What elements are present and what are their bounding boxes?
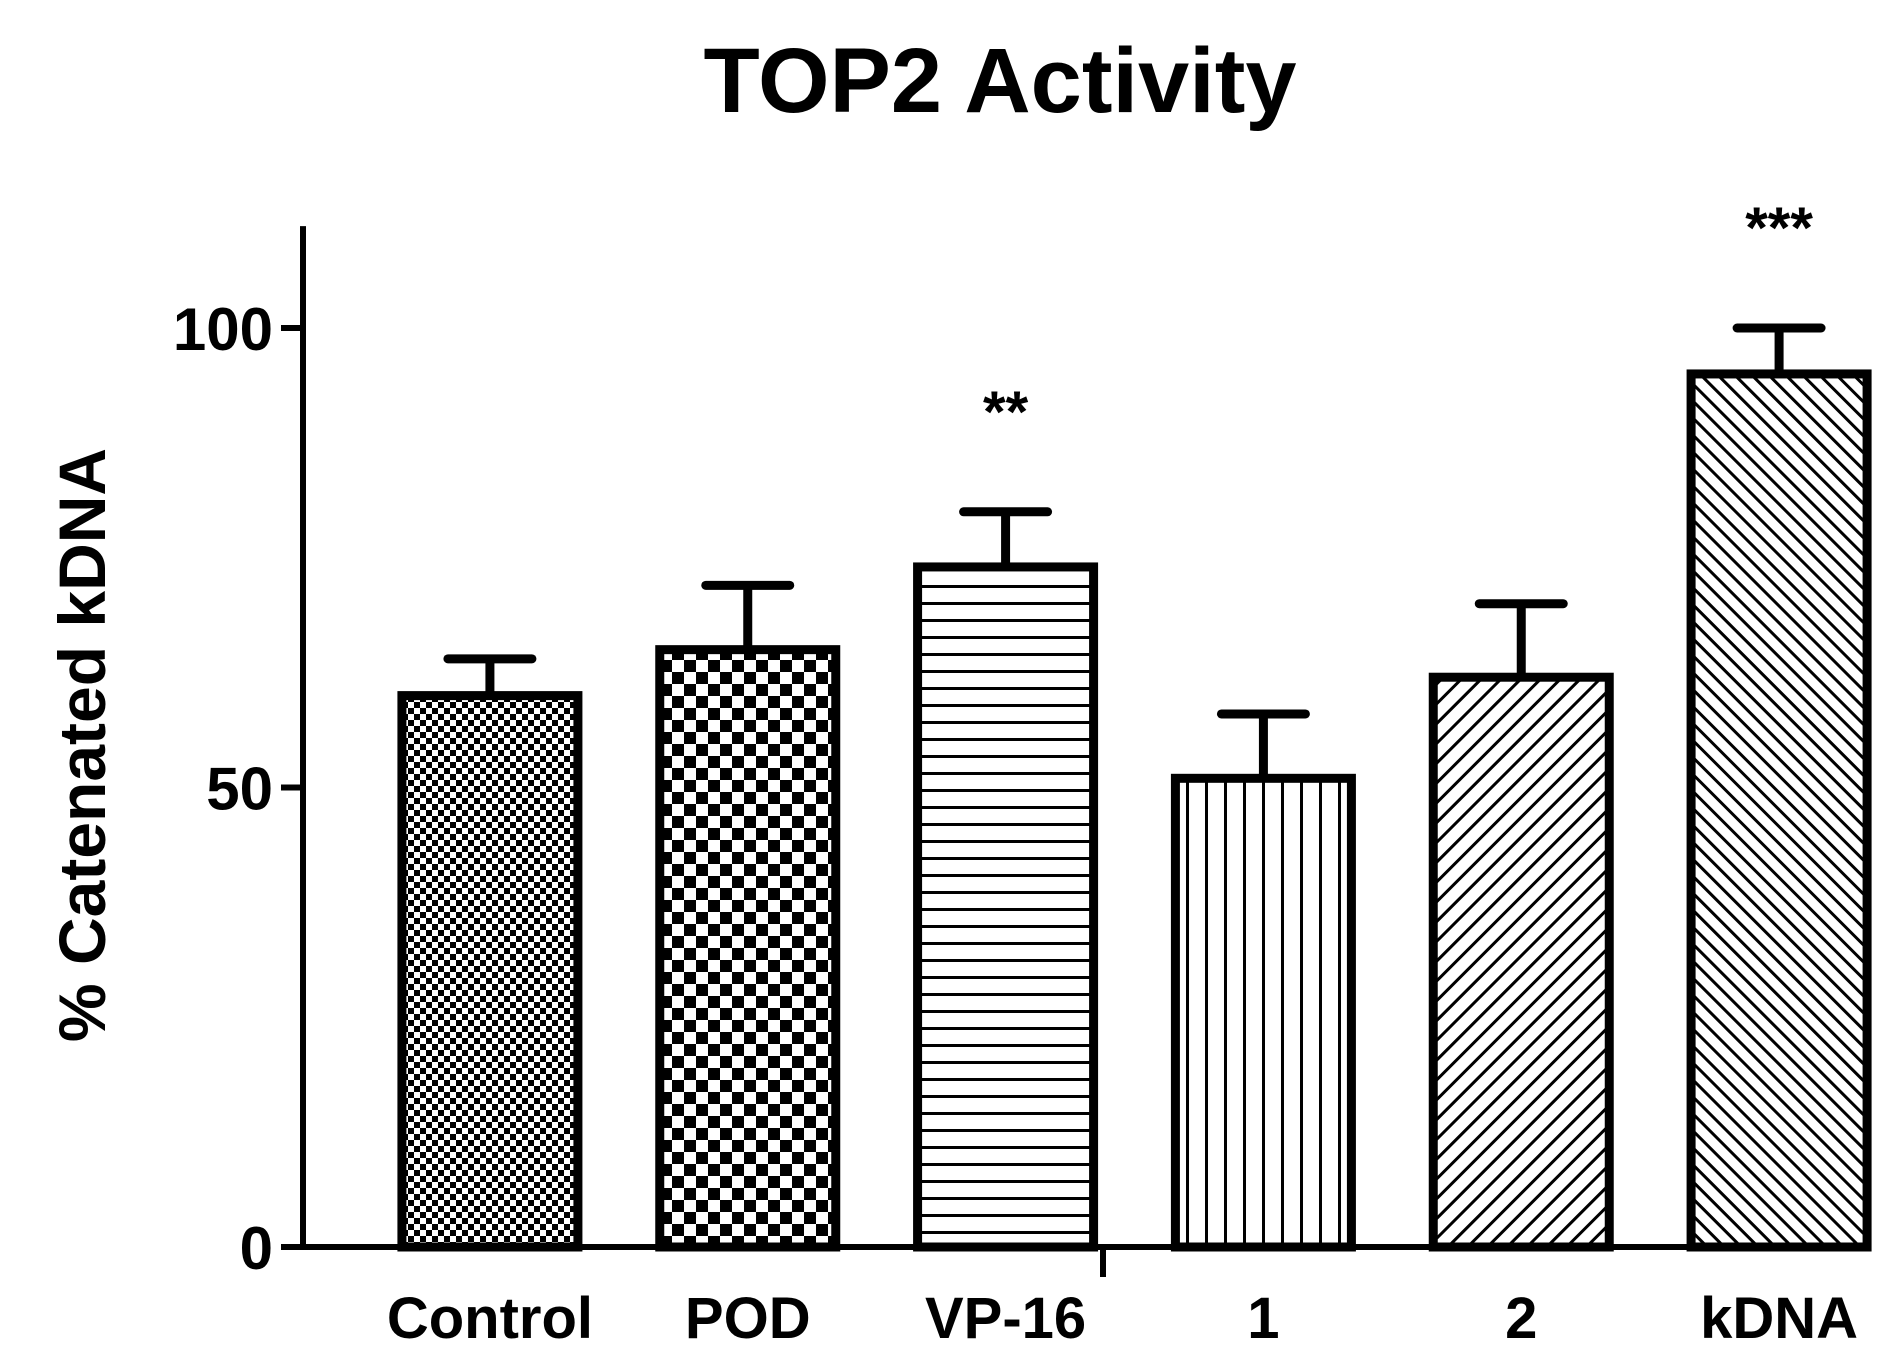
bar-1: [1170, 773, 1356, 1252]
x-tick-label: POD: [685, 1286, 811, 1351]
y-tick-label: 100: [173, 296, 273, 363]
axes-group: [281, 226, 1870, 1277]
error-bars-group: [443, 323, 1826, 779]
y-tick-label: 0: [240, 1215, 273, 1282]
x-tick-label: VP-16: [925, 1286, 1086, 1351]
labels-group: Control POD VP-16 ** 1 2 kDNA *** 0 50 100: [173, 196, 1858, 1351]
significance-label: **: [983, 380, 1029, 445]
x-tick-label: 1: [1247, 1286, 1279, 1351]
x-tick-label: 2: [1505, 1286, 1537, 1351]
x-tick-label: Control: [387, 1286, 593, 1351]
bar-kdna: [1686, 369, 1872, 1252]
bar-control: [397, 691, 583, 1252]
y-axis-label: % Catenated kDNA: [45, 448, 119, 1042]
x-tick-label: kDNA: [1700, 1286, 1858, 1351]
bar-vp-16: [913, 562, 1099, 1252]
bar-2: [1428, 672, 1614, 1252]
chart-title: TOP2 Activity: [703, 30, 1296, 132]
bars-group: [397, 369, 1872, 1252]
bar-pod: [655, 645, 841, 1252]
y-tick-label: 50: [206, 756, 273, 823]
significance-label: ***: [1745, 196, 1813, 261]
